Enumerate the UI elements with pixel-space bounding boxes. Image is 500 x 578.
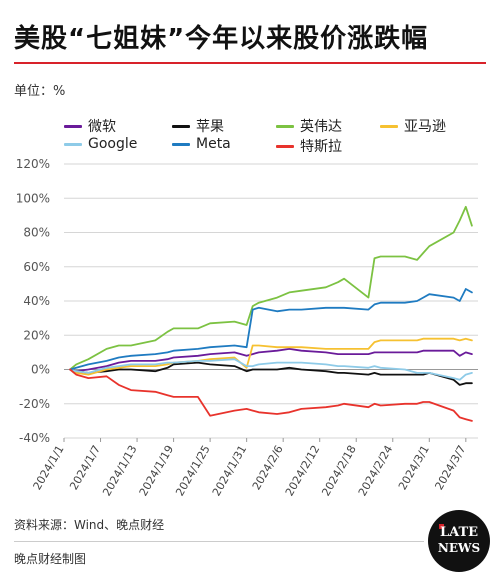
logo-line-2: NEWS — [437, 541, 481, 555]
y-tick-label: 120% — [16, 157, 50, 171]
late-news-logo: LATE NEWS — [428, 510, 490, 572]
x-tick-label: 2024/1/25 — [173, 443, 212, 498]
line-chart: 120%100%80%60%40%20%0%-20%-40% 2024/1/1 2… — [16, 157, 478, 498]
legend-label: 英伟达 — [300, 119, 342, 135]
x-tick-label: 2024/2/12 — [283, 443, 322, 498]
x-tick-label: 2024/1/1 — [31, 443, 67, 492]
x-tick-label: 2024/1/31 — [210, 443, 249, 498]
legend-swatch — [172, 142, 190, 146]
legend-label: 微软 — [88, 119, 116, 135]
y-axis-ticks: 120% 100% 80% 60% 40% 20% 0% -20% -40% — [16, 157, 50, 445]
legend-item-nvda: 英伟达 — [276, 116, 342, 136]
x-tick-label: 2024/2/6 — [250, 443, 286, 492]
legend-swatch — [380, 124, 398, 128]
legend-swatch — [276, 144, 294, 148]
x-tick-label: 2024/2/18 — [319, 443, 358, 498]
y-tick-label: 80% — [23, 226, 50, 240]
legend-swatch — [276, 124, 294, 128]
legend-item-amzn: 亚马逊 — [380, 116, 446, 136]
series-line — [69, 288, 473, 371]
legend-swatch — [64, 142, 82, 146]
y-tick-label: 0% — [31, 363, 50, 377]
legend-swatch — [64, 124, 82, 128]
x-axis-ticks: 2024/1/1 2024/1/72024/1/132024/1/192024/1… — [31, 438, 468, 498]
y-tick-label: 40% — [23, 294, 50, 308]
x-tick-label: 2024/3/7 — [432, 443, 468, 492]
x-tick-label: 2024/3/1 — [396, 443, 432, 492]
credit-note: 晚点财经制图 — [14, 552, 87, 566]
logo-line-1: LATE — [439, 525, 479, 540]
legend-label: 特斯拉 — [300, 139, 342, 155]
y-tick-label: 20% — [23, 328, 50, 342]
legend-item-msft: 微软 — [64, 116, 116, 136]
legend-item-googl: Google — [64, 136, 137, 152]
x-tick-label: 2024/1/7 — [67, 443, 103, 492]
legend-label: Meta — [196, 136, 231, 152]
series-line — [69, 368, 473, 422]
series-line — [69, 347, 473, 373]
legend-label: Google — [88, 136, 138, 152]
x-tick-label: 2024/2/24 — [356, 443, 395, 498]
y-tick-label: 60% — [23, 260, 50, 274]
series-line — [69, 205, 473, 371]
title-divider — [14, 62, 486, 64]
legend-item-meta: Meta — [172, 136, 231, 152]
chart-lines — [69, 205, 473, 422]
unit-label: 单位：% — [14, 84, 66, 99]
legend-swatch — [172, 124, 190, 128]
legend-item-tsla: 特斯拉 — [276, 136, 342, 156]
y-tick-label: 100% — [16, 191, 50, 205]
legend-label: 亚马逊 — [404, 119, 446, 135]
source-note: 资料来源：Wind、晚点财经 — [14, 518, 165, 532]
series-line — [69, 337, 473, 376]
chart-title: 美股“七姐妹”今年以来股价涨跌幅 — [14, 24, 429, 54]
series-line — [69, 358, 473, 381]
y-tick-label: -40% — [19, 431, 50, 445]
legend-label: 苹果 — [196, 119, 224, 135]
y-tick-label: -20% — [19, 397, 50, 411]
legend-item-aapl: 苹果 — [172, 116, 224, 136]
logo-dot — [439, 524, 444, 529]
x-tick-label: 2024/1/19 — [137, 443, 176, 498]
series-line — [69, 361, 473, 386]
x-tick-label: 2024/1/13 — [100, 443, 139, 498]
footer-divider — [14, 541, 424, 542]
